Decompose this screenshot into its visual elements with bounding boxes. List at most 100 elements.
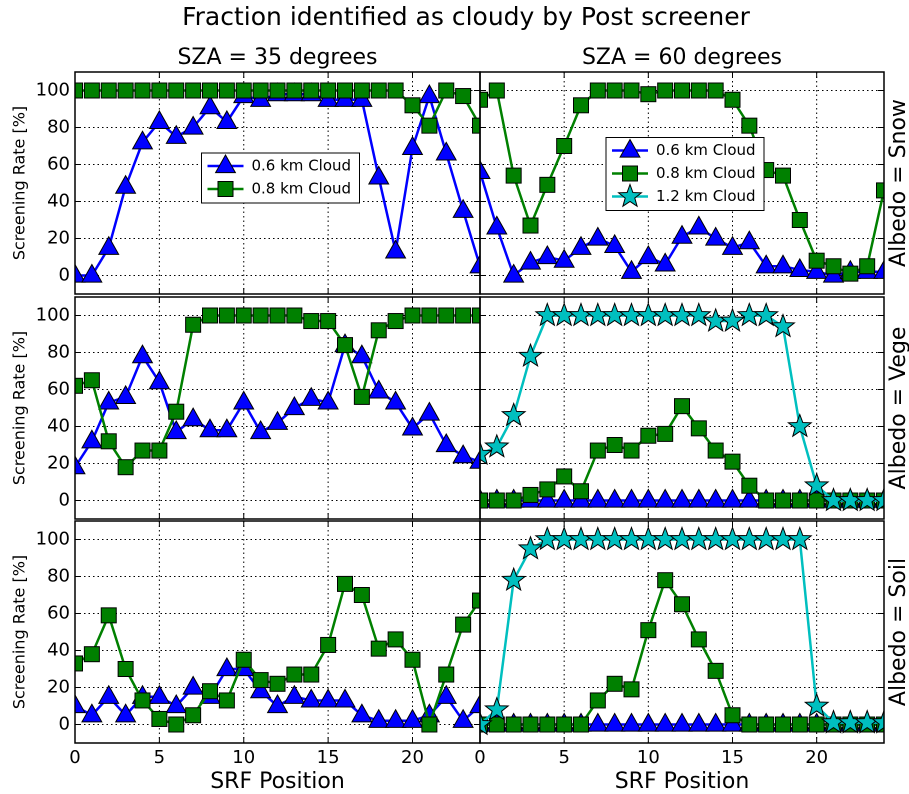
triangle-marker (654, 712, 676, 732)
panel-title: SZA = 35 degrees (177, 45, 377, 70)
square-marker (488, 716, 505, 733)
x-axis-label: SRF Position (210, 769, 345, 794)
figure-title: Fraction identified as cloudy by Post sc… (182, 2, 751, 31)
square-marker (472, 592, 480, 609)
triangle-marker (637, 712, 660, 732)
square-marker (741, 117, 758, 134)
square-marker (505, 716, 522, 733)
square-marker (775, 716, 791, 733)
square-marker (151, 710, 168, 727)
square-marker (674, 596, 690, 613)
x-tick-label: 15 (721, 747, 744, 768)
square-marker (808, 252, 825, 269)
triangle-marker (452, 444, 474, 464)
square-marker (657, 425, 674, 442)
triangle-marker (755, 254, 777, 274)
square-marker (117, 82, 134, 99)
square-marker (825, 258, 842, 275)
triangle-marker (772, 254, 794, 274)
triangle-marker (283, 684, 306, 704)
star-marker (484, 696, 510, 721)
triangle-marker (182, 115, 204, 135)
square-marker (303, 313, 320, 330)
y-tick-label: 80 (47, 566, 70, 587)
square-marker (674, 82, 690, 99)
square-marker (117, 661, 134, 677)
triangle-marker (637, 488, 660, 508)
square-marker (75, 377, 83, 394)
triangle-marker (75, 263, 86, 283)
square-marker (707, 82, 724, 99)
triangle-marker (97, 235, 120, 255)
x-tick-label: 10 (232, 747, 255, 768)
square-marker (657, 82, 674, 99)
triangle-marker (620, 712, 643, 732)
square-marker (303, 666, 320, 683)
square-marker (370, 82, 387, 99)
square-marker (421, 716, 438, 733)
square-marker (758, 716, 775, 733)
triangle-marker (165, 124, 188, 144)
panel: SZA = 60 degrees Albedo = Snow 0.6 km Clou… (479, 45, 909, 295)
square-marker (505, 492, 522, 509)
triangle-marker (587, 226, 609, 246)
triangle-marker (553, 248, 575, 268)
square-marker (606, 675, 623, 692)
square-marker (320, 82, 337, 99)
y-tick-label: 100 (36, 305, 70, 326)
square-marker (202, 307, 218, 324)
triangle-marker (165, 420, 188, 440)
y-tick-label: 80 (47, 342, 70, 363)
triangle-marker (688, 712, 710, 732)
x-tick-label: 5 (558, 747, 569, 768)
triangle-marker (334, 688, 356, 708)
triangle-marker (317, 390, 339, 410)
triangle-marker (300, 386, 323, 406)
square-marker (134, 82, 151, 99)
square-marker (404, 307, 421, 324)
square-marker (218, 82, 235, 99)
y-tick-label: 100 (36, 529, 70, 550)
triangle-marker (435, 432, 458, 453)
triangle-marker (199, 418, 221, 438)
triangle-marker (384, 708, 407, 728)
square-marker (741, 477, 758, 494)
panel: 0 5 10 15 20 SRF Position Albedo = Soil (474, 520, 909, 794)
square-marker (217, 181, 234, 197)
triangle-marker (502, 263, 525, 283)
square-marker (286, 666, 303, 683)
y-tick-label: 40 (47, 191, 70, 212)
star-marker (770, 313, 796, 338)
triangle-marker (81, 263, 103, 283)
square-marker (438, 307, 455, 324)
square-marker (741, 716, 758, 733)
star-marker (480, 440, 493, 466)
square-marker (556, 468, 573, 485)
triangle-marker (603, 712, 626, 732)
triangle-marker (317, 688, 339, 708)
star-marker (500, 566, 527, 592)
square-marker (488, 492, 505, 509)
square-marker (707, 442, 724, 459)
triangle-marker (704, 226, 727, 246)
square-marker (337, 575, 353, 592)
square-marker (370, 640, 387, 657)
square-marker (185, 82, 202, 99)
legend-label: 1.2 km Cloud (656, 187, 756, 205)
y-tick-label: 0 (59, 714, 70, 735)
square-marker (337, 82, 353, 99)
square-marker (623, 82, 640, 99)
triangle-marker (620, 488, 643, 508)
triangle-marker (351, 344, 373, 364)
square-marker (758, 492, 775, 509)
square-marker (808, 716, 825, 733)
triangle-marker (182, 407, 204, 427)
square-marker (235, 651, 252, 668)
triangle-marker (704, 712, 727, 732)
x-tick-label: 0 (69, 747, 80, 768)
square-marker (690, 631, 707, 648)
triangle-marker (214, 153, 237, 174)
square-marker (539, 716, 556, 733)
triangle-marker (789, 257, 811, 278)
square-marker (808, 492, 825, 509)
